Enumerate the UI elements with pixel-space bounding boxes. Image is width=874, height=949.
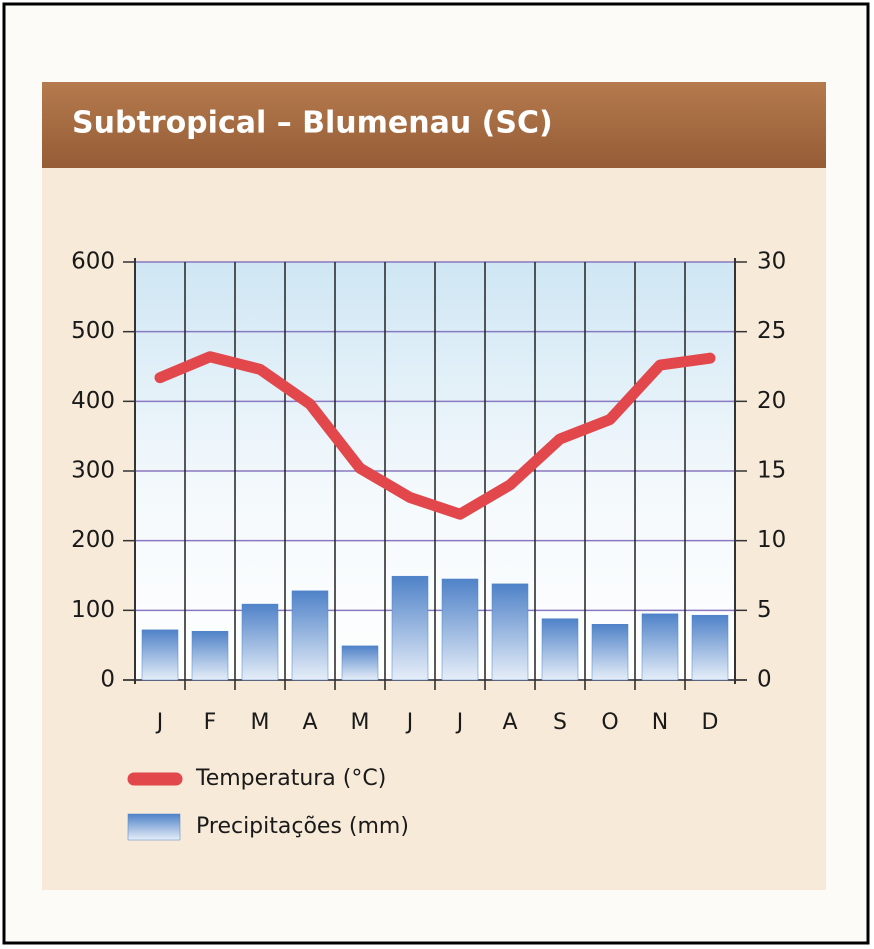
bar (291, 590, 329, 681)
bar (691, 614, 729, 681)
x-tick-label: J (155, 710, 164, 735)
bar (441, 578, 479, 681)
legend-swatch (127, 813, 181, 841)
x-tick-label: F (204, 710, 217, 735)
x-tick-label: A (502, 710, 517, 735)
y2-tick-label: 25 (757, 318, 786, 344)
title-bar (42, 82, 826, 168)
y-tick-label: 400 (71, 388, 115, 414)
y2-tick-label: 20 (757, 388, 786, 414)
bar (491, 583, 529, 681)
x-tick-label: M (251, 710, 270, 735)
y2-tick-label: 30 (757, 249, 786, 275)
legend-label: Temperatura (°C) (195, 766, 386, 791)
x-tick-label: N (652, 710, 668, 735)
x-tick-label: D (702, 710, 719, 735)
bar (391, 575, 429, 681)
y-tick-label: 100 (71, 597, 115, 623)
x-tick-label: S (553, 710, 567, 735)
y2-tick-label: 0 (757, 667, 772, 693)
x-tick-label: O (601, 710, 618, 735)
bar (141, 629, 179, 681)
bar (191, 630, 229, 681)
y-tick-label: 600 (71, 249, 115, 275)
y-tick-label: 300 (71, 458, 115, 484)
bar (641, 613, 679, 681)
bar (541, 618, 579, 681)
legend-label: Precipitações (mm) (196, 814, 409, 839)
x-tick-label: J (455, 710, 464, 735)
x-tick-label: A (302, 710, 317, 735)
y2-tick-label: 5 (757, 597, 772, 623)
x-tick-label: M (351, 710, 370, 735)
bar (591, 624, 629, 681)
y2-tick-label: 10 (757, 527, 786, 553)
y2-tick-label: 15 (757, 458, 786, 484)
y-tick-label: 0 (100, 667, 115, 693)
y-tick-label: 200 (71, 527, 115, 553)
bar (341, 645, 379, 681)
y-tick-label: 500 (71, 318, 115, 344)
chart-title: Subtropical – Blumenau (SC) (72, 106, 553, 141)
temperature-line (154, 351, 716, 520)
x-tick-label: J (405, 710, 414, 735)
bar (241, 603, 279, 681)
